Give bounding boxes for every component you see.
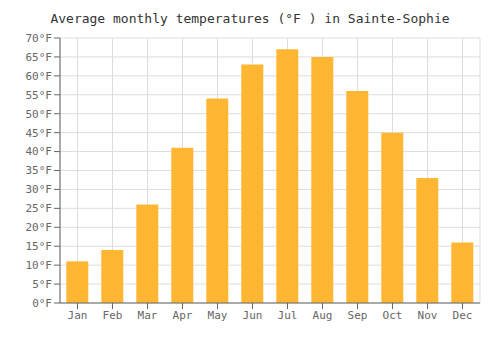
svg-text:10°F: 10°F bbox=[26, 259, 53, 272]
svg-text:Oct: Oct bbox=[383, 309, 403, 322]
svg-text:55°F: 55°F bbox=[26, 89, 53, 102]
svg-text:60°F: 60°F bbox=[26, 70, 53, 83]
svg-text:Sep: Sep bbox=[348, 309, 368, 322]
svg-text:70°F: 70°F bbox=[26, 32, 53, 45]
svg-text:65°F: 65°F bbox=[26, 51, 53, 64]
svg-text:Nov: Nov bbox=[418, 309, 438, 322]
svg-text:Jul: Jul bbox=[278, 309, 298, 322]
svg-text:5°F: 5°F bbox=[32, 278, 52, 291]
svg-text:Feb: Feb bbox=[103, 309, 123, 322]
svg-text:25°F: 25°F bbox=[26, 202, 53, 215]
svg-text:35°F: 35°F bbox=[26, 164, 53, 177]
svg-text:20°F: 20°F bbox=[26, 221, 53, 234]
svg-text:Jun: Jun bbox=[243, 309, 263, 322]
svg-text:May: May bbox=[208, 309, 228, 322]
svg-text:0°F: 0°F bbox=[32, 297, 52, 310]
html-text:Average monthly temperatures (: Average monthly temperatures (°F ) in Sa… bbox=[50, 11, 450, 26]
svg-text:Mar: Mar bbox=[138, 309, 158, 322]
svg-text:30°F: 30°F bbox=[26, 183, 53, 196]
svg-text:45°F: 45°F bbox=[26, 127, 53, 140]
svg-text:Aug: Aug bbox=[313, 309, 333, 322]
svg-text:Dec: Dec bbox=[453, 309, 473, 322]
svg-text:Apr: Apr bbox=[173, 309, 193, 322]
svg-text:50°F: 50°F bbox=[26, 108, 53, 121]
svg-text:Jan: Jan bbox=[68, 309, 88, 322]
svg-text:15°F: 15°F bbox=[26, 240, 53, 253]
svg-text:40°F: 40°F bbox=[26, 145, 53, 158]
